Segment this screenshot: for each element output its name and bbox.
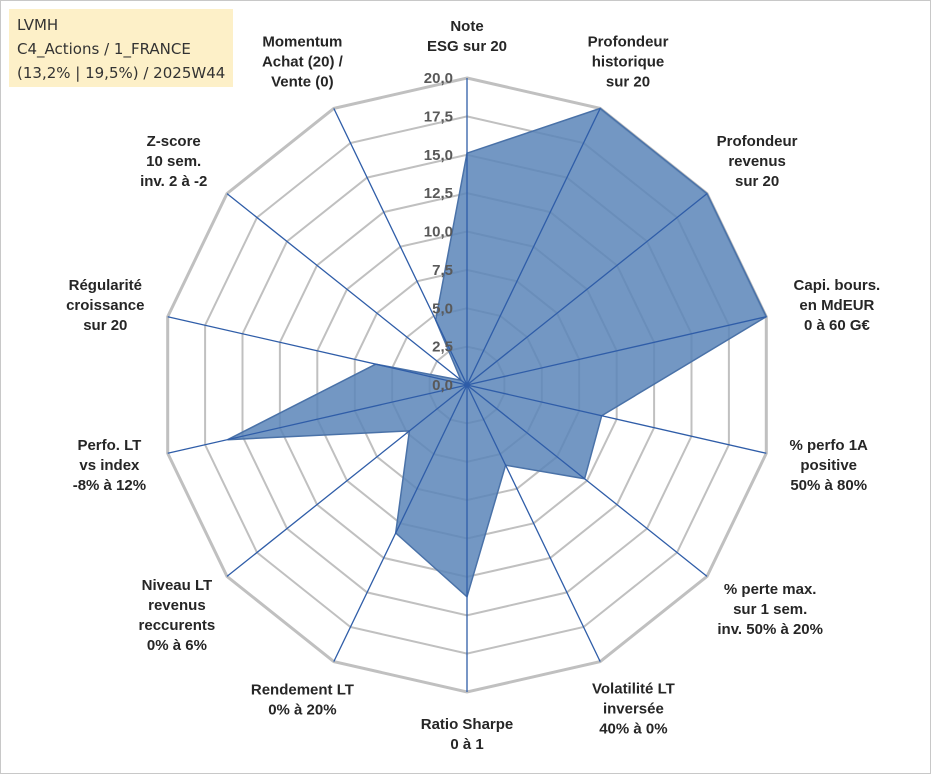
category-label-line: en MdEUR	[799, 297, 874, 314]
axis-spoke	[333, 108, 468, 386]
info-company: LVMH	[17, 16, 59, 34]
category-label-line: vs index	[79, 457, 140, 474]
axis-spoke	[466, 193, 708, 386]
tick-label: 12,5	[424, 185, 453, 202]
category-label-line: Ratio Sharpe	[421, 716, 514, 733]
tick-label: 5,0	[432, 300, 453, 317]
category-label-line: Achat (20) /	[262, 54, 344, 71]
tick-label: 0,0	[432, 377, 453, 394]
category-label: % perte max. sur 1 sem. inv. 50% à 20%	[717, 581, 823, 638]
axis-spoke	[466, 316, 767, 386]
category-label-line: Profondeur	[717, 133, 798, 150]
category-label-line: Vente (0)	[271, 74, 334, 91]
category-label-line: 10 sem.	[146, 153, 201, 170]
category-label-line: positive	[800, 457, 857, 474]
category-label-line: sur 20	[735, 173, 779, 190]
category-label: % perfo 1A positive 50% à 80%	[790, 437, 869, 494]
category-label-line: Rendement LT	[251, 681, 354, 698]
category-label-line: Momentum	[262, 34, 342, 51]
axis-spoke	[466, 384, 601, 662]
info-category: C4_Actions / 1_FRANCE	[17, 40, 191, 58]
category-label-line: Perfo. LT	[77, 437, 141, 454]
category-label: Volatilité LT inversée 40% à 0%	[592, 680, 675, 737]
axis-spoke	[167, 384, 468, 454]
category-label: Profondeur revenus sur 20	[717, 133, 798, 190]
category-label-line: Z-score	[147, 133, 201, 150]
axis-spoke	[466, 108, 601, 386]
category-label-line: % perfo 1A	[790, 437, 869, 454]
category-label: Z-score 10 sem. inv. 2 à -2	[140, 133, 207, 190]
category-label-line: 0% à 6%	[147, 637, 207, 654]
axis-spoke	[333, 384, 468, 662]
info-box: LVMH C4_Actions / 1_FRANCE (13,2% | 19,5…	[9, 9, 233, 87]
category-label: Profondeur historique sur 20	[588, 34, 669, 91]
category-label: Note ESG sur 20	[427, 18, 507, 55]
category-label-line: sur 20	[606, 74, 650, 91]
category-label-line: inversée	[603, 700, 664, 717]
category-label-line: croissance	[66, 297, 144, 314]
category-label-line: Profondeur	[588, 34, 669, 51]
category-label-line: revenus	[728, 153, 786, 170]
category-label-line: sur 20	[83, 317, 127, 334]
category-label-line: inv. 50% à 20%	[717, 621, 823, 638]
category-label-line: % perte max.	[724, 581, 817, 598]
category-label-line: inv. 2 à -2	[140, 173, 207, 190]
series-area	[227, 107, 768, 599]
category-label-line: 0 à 1	[450, 736, 483, 753]
category-label: Régularité croissance sur 20	[66, 277, 144, 334]
category-label-line: Note	[450, 18, 483, 35]
category-label-line: 40% à 0%	[599, 720, 667, 737]
axis-spoke	[167, 316, 468, 386]
axis-spoke	[226, 193, 468, 386]
tick-label: 2,5	[432, 339, 453, 356]
category-label: Momentum Achat (20) / Vente (0)	[262, 34, 344, 91]
category-label: Niveau LT revenus reccurents 0% à 6%	[139, 577, 216, 654]
category-label-line: sur 1 sem.	[733, 601, 807, 618]
category-label-line: Niveau LT	[142, 577, 213, 594]
category-label-line: reccurents	[139, 617, 216, 634]
category-label-line: historique	[592, 54, 665, 71]
radial-tick-labels: 0,0 2,5 5,0 7,5 10,0 12,5 15,0 17,5 20,0	[424, 70, 453, 394]
axis-spoke	[226, 384, 468, 577]
category-labels: Note ESG sur 20 Profondeur historique sur 20…	[66, 18, 880, 753]
category-label-line: Régularité	[69, 277, 142, 294]
tick-label: 17,5	[424, 108, 453, 125]
category-label-line: 50% à 80%	[790, 477, 867, 494]
tick-label: 15,0	[424, 147, 453, 164]
category-label-line: 0% à 20%	[268, 701, 336, 718]
category-label-line: 0 à 60 G€	[804, 317, 871, 334]
category-label: Capi. bours. en MdEUR 0 à 60 G€	[794, 277, 881, 334]
category-label-line: -8% à 12%	[73, 477, 146, 494]
tick-label: 7,5	[432, 262, 453, 279]
category-label: Perfo. LT vs index -8% à 12%	[73, 437, 146, 494]
info-stats: (13,2% | 19,5%) / 2025W44	[17, 64, 226, 82]
category-label: Rendement LT 0% à 20%	[251, 681, 354, 718]
category-label-line: revenus	[148, 597, 206, 614]
tick-label: 20,0	[424, 70, 453, 87]
axis-spoke	[466, 384, 767, 454]
tick-label: 10,0	[424, 224, 453, 241]
series-polygon	[227, 107, 768, 599]
category-label-line: ESG sur 20	[427, 38, 507, 55]
category-label-line: Capi. bours.	[794, 277, 881, 294]
category-label: Ratio Sharpe 0 à 1	[421, 716, 514, 753]
axis-spokes	[167, 78, 767, 692]
axis-spoke	[466, 384, 708, 577]
category-label-line: Volatilité LT	[592, 680, 675, 697]
